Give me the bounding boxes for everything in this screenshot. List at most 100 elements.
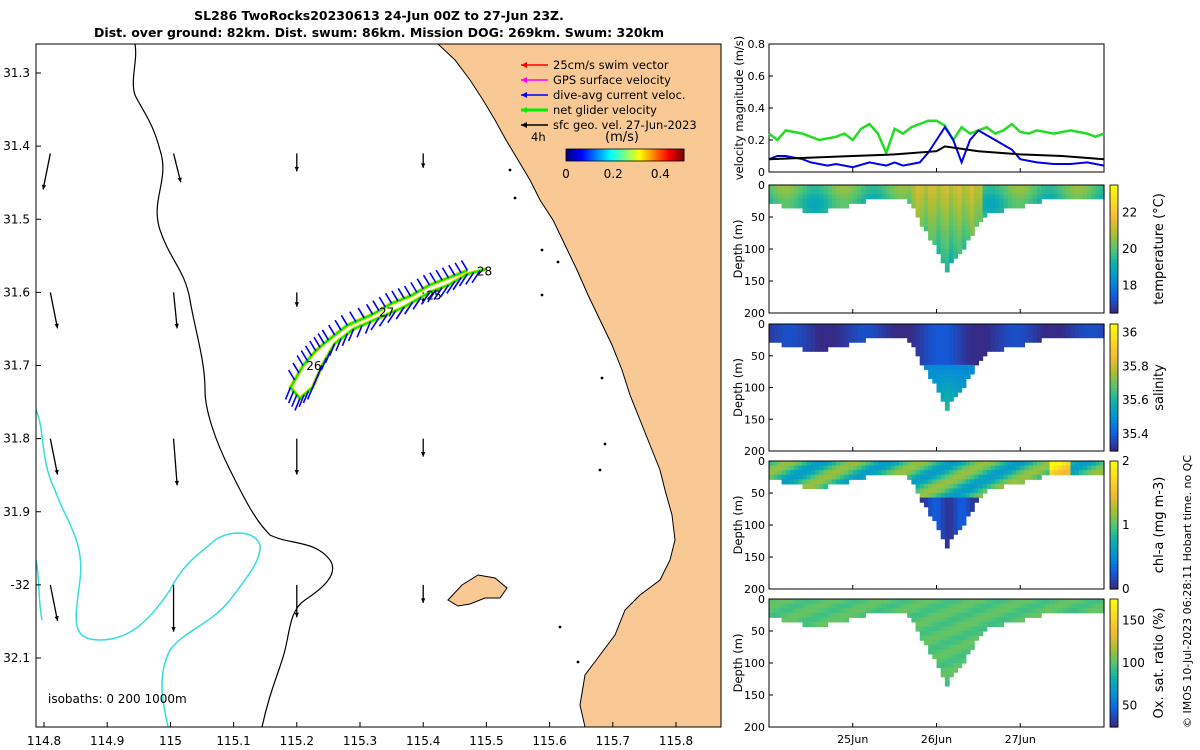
section-cell bbox=[836, 333, 841, 339]
section-cell bbox=[777, 612, 783, 618]
section-cell bbox=[961, 337, 967, 343]
section-cell bbox=[1078, 465, 1084, 471]
section-cell bbox=[928, 369, 933, 375]
section-cell bbox=[940, 185, 946, 191]
section-cell bbox=[940, 226, 946, 232]
section-cell bbox=[965, 212, 971, 218]
section-cell bbox=[911, 479, 917, 485]
section-cell bbox=[1057, 328, 1063, 334]
section-cell bbox=[965, 346, 971, 352]
section-cell bbox=[999, 203, 1005, 209]
section-cell bbox=[894, 333, 900, 339]
section-cell bbox=[940, 640, 946, 646]
section-cell bbox=[919, 635, 925, 641]
section-cell bbox=[978, 631, 984, 637]
section-colorbar-frame bbox=[1109, 184, 1119, 314]
section-cell bbox=[769, 599, 774, 605]
track-day-label: 28 bbox=[477, 265, 492, 279]
section-cell bbox=[944, 198, 950, 204]
section-cell bbox=[1087, 461, 1093, 467]
section-cell bbox=[794, 603, 799, 609]
section-colorbar-cell bbox=[1110, 258, 1118, 263]
section-cell bbox=[944, 631, 950, 637]
section-cell bbox=[940, 529, 946, 535]
section-cell bbox=[928, 198, 933, 204]
section-cell bbox=[1041, 470, 1046, 476]
section-cell bbox=[923, 226, 929, 232]
section-cell bbox=[873, 194, 879, 200]
section-colorbar-cell bbox=[1110, 390, 1118, 395]
section-cell bbox=[1020, 603, 1026, 609]
section-cell bbox=[944, 612, 950, 618]
section-cell bbox=[940, 626, 946, 632]
section-cell bbox=[919, 631, 925, 637]
track-day-label: 26 bbox=[306, 359, 321, 373]
section-cell bbox=[823, 612, 829, 618]
section-cell bbox=[810, 346, 816, 352]
section-cell bbox=[785, 612, 791, 618]
section-cell bbox=[949, 617, 954, 623]
section-cell bbox=[1003, 203, 1009, 209]
section-cell bbox=[970, 342, 975, 348]
section-cell bbox=[970, 198, 975, 204]
section-cell bbox=[978, 217, 984, 223]
section-cell bbox=[932, 483, 938, 490]
section-cell bbox=[990, 474, 996, 480]
section-cell bbox=[940, 244, 946, 250]
section-cell bbox=[999, 198, 1005, 204]
section-cell bbox=[965, 337, 971, 343]
section-cell bbox=[907, 603, 912, 609]
section-cell bbox=[936, 644, 942, 650]
section-cell bbox=[1070, 194, 1076, 200]
section-cell bbox=[1057, 324, 1063, 330]
section-cell bbox=[965, 235, 971, 241]
colorbar-cell bbox=[583, 149, 587, 161]
section-cell bbox=[1099, 599, 1105, 605]
section-cell bbox=[961, 194, 967, 200]
section-cell bbox=[949, 396, 954, 402]
section-cell bbox=[932, 198, 938, 204]
section-cell bbox=[1016, 203, 1021, 209]
section-cell bbox=[974, 221, 979, 227]
section-cell bbox=[919, 493, 925, 499]
section-cell bbox=[1099, 461, 1105, 467]
colorbar-cell bbox=[593, 149, 596, 161]
section-cell bbox=[928, 644, 933, 650]
section-cell bbox=[844, 612, 850, 618]
section-cell bbox=[978, 328, 984, 334]
section-cell bbox=[965, 640, 971, 646]
section-cell bbox=[911, 198, 917, 204]
section-cell bbox=[827, 324, 833, 330]
section-cell bbox=[944, 506, 950, 512]
section-cell bbox=[944, 212, 950, 218]
section-cell bbox=[777, 328, 783, 334]
section-cell bbox=[806, 612, 812, 618]
section-cell bbox=[1024, 185, 1030, 191]
section-cell bbox=[869, 333, 875, 339]
section-cell bbox=[844, 603, 850, 609]
geo-vector-head-2 bbox=[294, 166, 299, 172]
section-cell bbox=[1007, 479, 1013, 485]
section-cell bbox=[769, 328, 774, 334]
section-cell bbox=[932, 355, 938, 361]
section-cell bbox=[894, 461, 900, 467]
section-colorbar-cell bbox=[1110, 393, 1118, 398]
section-cell bbox=[861, 470, 866, 476]
section-cell bbox=[769, 198, 774, 204]
section-cell bbox=[1003, 603, 1009, 609]
section-cell bbox=[1057, 603, 1063, 609]
section-cell bbox=[957, 378, 963, 384]
section-cell bbox=[923, 474, 929, 480]
section-cell bbox=[852, 474, 858, 480]
section-cell bbox=[852, 198, 858, 204]
section-cell bbox=[806, 194, 812, 200]
section-cell bbox=[852, 194, 858, 200]
section-cell bbox=[957, 658, 963, 664]
section-cell bbox=[932, 194, 938, 200]
section-colorbar-cell bbox=[1110, 499, 1118, 504]
section-cell bbox=[1011, 337, 1017, 343]
section-cell bbox=[978, 346, 984, 352]
section-cell bbox=[944, 493, 950, 499]
section-cell bbox=[944, 249, 950, 255]
section-cell bbox=[999, 194, 1005, 200]
